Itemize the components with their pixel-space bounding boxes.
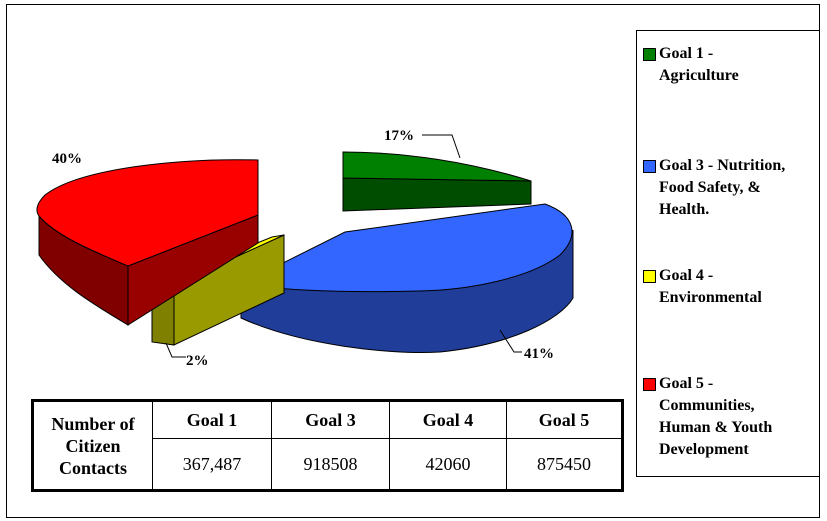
pct-label-goal-3: 41% [524, 346, 554, 362]
legend-label-goal-3: Goal 3 - Nutrition, Food Safety, & Healt… [659, 157, 786, 218]
citizen-contacts-table: Number of Citizen Contacts Goal 1 Goal 3… [31, 399, 624, 492]
pct-label-goal-4: 2% [186, 353, 209, 369]
legend-label-goal-1: Goal 1 - Agriculture [659, 45, 739, 84]
table-cell-goal-1: 367,487 [152, 438, 272, 491]
table-header-goal-5: Goal 5 [506, 400, 623, 439]
legend-item-goal-4: Goal 4 - Environmental [643, 265, 824, 309]
pie-slice-goal-1-side [342, 177, 532, 212]
table-cell-goal-5: 875450 [506, 438, 623, 491]
chart-frame [6, 4, 820, 518]
leader-line-goal-1 [422, 134, 461, 159]
legend-swatch-goal-3 [643, 160, 656, 173]
legend-swatch-goal-5 [643, 378, 656, 391]
pie-slice-goal-5 [36, 159, 259, 326]
legend-item-goal-1: Goal 1 - Agriculture [643, 43, 824, 87]
legend-label-goal-4: Goal 4 - Environmental [659, 267, 762, 306]
chart-legend: Goal 1 - Agriculture Goal 3 - Nutrition,… [636, 30, 820, 477]
pie-slice-goal-1-top [342, 151, 532, 182]
pie-slice-goal-3 [239, 203, 574, 353]
pct-label-goal-1: 17% [384, 128, 414, 144]
table-header-goal-1: Goal 1 [152, 400, 272, 439]
legend-swatch-goal-1 [643, 48, 656, 61]
table-row-label: Number of Citizen Contacts [32, 400, 153, 491]
pie-slice-goal-1 [342, 151, 532, 212]
leader-line-goal-4 [165, 342, 186, 358]
table-cell-goal-4: 42060 [389, 438, 507, 491]
pct-label-goal-5: 40% [52, 151, 82, 167]
pie-slice-goal-3-top [239, 203, 573, 293]
legend-label-goal-5: Goal 5 - Communities, Human & Youth Deve… [659, 375, 773, 458]
legend-item-goal-5: Goal 5 - Communities, Human & Youth Deve… [643, 373, 824, 461]
table-header-goal-3: Goal 3 [271, 400, 390, 439]
legend-item-goal-3: Goal 3 - Nutrition, Food Safety, & Healt… [643, 155, 824, 221]
pie-slice-goal-5-top [36, 159, 259, 267]
leader-line-goal-3 [499, 329, 522, 353]
table-header-goal-4: Goal 4 [389, 400, 507, 439]
table-cell-goal-3: 918508 [271, 438, 390, 491]
legend-swatch-goal-4 [643, 270, 656, 283]
